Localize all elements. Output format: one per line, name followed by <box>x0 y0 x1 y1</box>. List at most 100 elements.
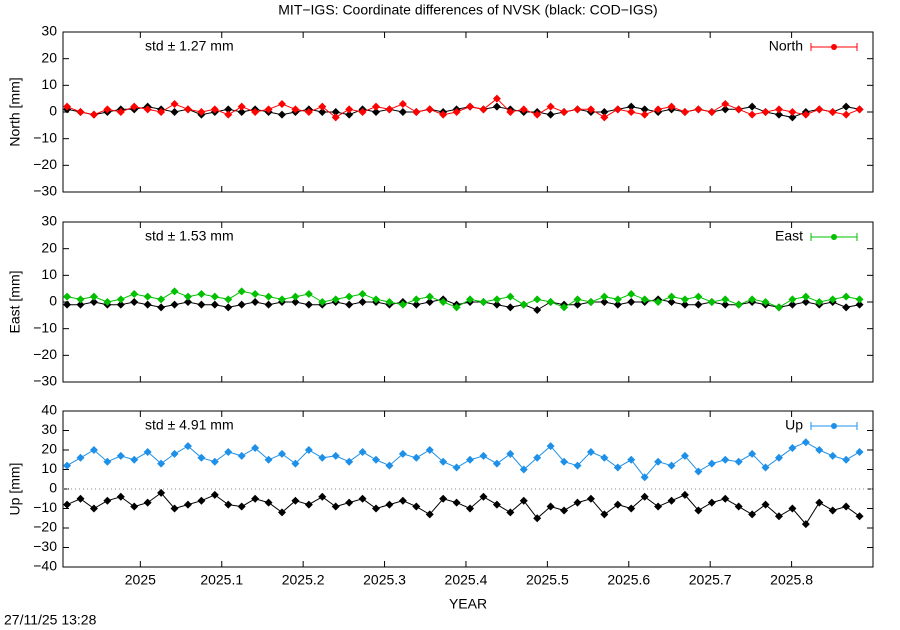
data-point <box>680 451 689 460</box>
y-axis-label: North [mm] <box>7 77 23 146</box>
data-point <box>815 105 824 114</box>
y-tick-label: 30 <box>41 213 57 229</box>
data-point <box>358 108 367 116</box>
data-point <box>519 465 528 474</box>
data-point <box>183 500 192 509</box>
data-point <box>801 438 810 447</box>
data-point <box>372 295 381 304</box>
data-point <box>546 110 555 119</box>
data-point <box>492 295 501 304</box>
data-point <box>654 502 663 511</box>
data-point <box>197 108 206 116</box>
y-tick-label: 20 <box>41 239 57 255</box>
data-point <box>842 502 851 511</box>
legend-label: Up <box>785 417 803 433</box>
data-point <box>801 298 810 306</box>
data-point <box>89 110 98 119</box>
std-annotation: std ± 4.91 mm <box>145 417 234 433</box>
data-point <box>694 467 703 476</box>
data-point <box>412 108 421 116</box>
data-point <box>331 108 340 116</box>
data-point <box>412 502 421 511</box>
data-point <box>143 292 152 301</box>
data-point <box>197 290 206 298</box>
data-point <box>412 295 421 304</box>
data-point <box>345 498 354 507</box>
data-point <box>318 453 327 462</box>
data-point <box>492 500 501 509</box>
data-point <box>170 449 179 458</box>
data-point <box>748 449 757 458</box>
data-point <box>116 300 125 309</box>
data-point <box>183 298 192 306</box>
data-point <box>385 500 394 509</box>
legend-label: North <box>769 38 803 54</box>
data-point <box>654 298 663 306</box>
data-point <box>318 298 327 306</box>
y-tick-label: 20 <box>41 49 57 65</box>
x-tick-label: 2025.3 <box>363 572 406 588</box>
data-point <box>627 290 636 298</box>
data-point <box>398 449 407 458</box>
x-tick-label: 2025.5 <box>526 572 569 588</box>
data-point <box>277 295 286 304</box>
x-tick-label: 2025 <box>125 572 156 588</box>
data-point <box>277 100 286 108</box>
data-point <box>264 455 273 464</box>
data-point <box>506 449 515 458</box>
data-point <box>627 102 636 111</box>
data-point <box>546 298 555 306</box>
data-point <box>358 494 367 503</box>
data-point <box>210 300 219 309</box>
data-point <box>774 453 783 462</box>
x-tick-label: 2025.4 <box>445 572 488 588</box>
data-point <box>694 292 703 301</box>
data-point <box>425 446 434 454</box>
data-point <box>721 494 730 503</box>
data-point <box>439 110 448 119</box>
data-point <box>237 300 246 309</box>
data-point <box>412 300 421 309</box>
data-point <box>398 100 407 108</box>
x-tick-label: 2025.6 <box>607 572 650 588</box>
data-point <box>143 498 152 507</box>
data-point <box>627 298 636 306</box>
data-point <box>304 500 313 509</box>
data-point <box>748 510 757 519</box>
y-tick-label: 0 <box>49 293 57 309</box>
data-point <box>479 451 488 460</box>
data-point <box>801 110 810 119</box>
data-point <box>855 512 864 521</box>
data-point <box>170 100 179 108</box>
data-point <box>560 457 569 466</box>
data-point <box>183 292 192 301</box>
data-point <box>774 110 783 119</box>
data-point <box>828 451 837 460</box>
data-point <box>103 457 112 466</box>
data-point <box>63 102 72 111</box>
data-point <box>63 300 72 309</box>
data-point <box>707 459 716 468</box>
data-point <box>197 453 206 462</box>
data-point <box>183 442 192 451</box>
data-point <box>89 504 98 513</box>
data-point <box>694 506 703 515</box>
data-point <box>627 108 636 116</box>
std-annotation: std ± 1.53 mm <box>145 228 234 244</box>
data-point <box>492 94 501 103</box>
data-point <box>546 442 555 451</box>
data-point <box>130 298 139 306</box>
data-point <box>157 295 166 304</box>
data-point <box>613 500 622 509</box>
data-point <box>613 300 622 309</box>
data-point <box>318 102 327 111</box>
data-point <box>734 502 743 511</box>
data-point <box>452 108 461 116</box>
data-point <box>533 306 542 314</box>
data-point <box>439 494 448 503</box>
data-point <box>358 447 367 456</box>
data-point <box>170 504 179 513</box>
data-point <box>801 520 810 529</box>
data-point <box>707 298 716 306</box>
data-point <box>251 494 260 503</box>
